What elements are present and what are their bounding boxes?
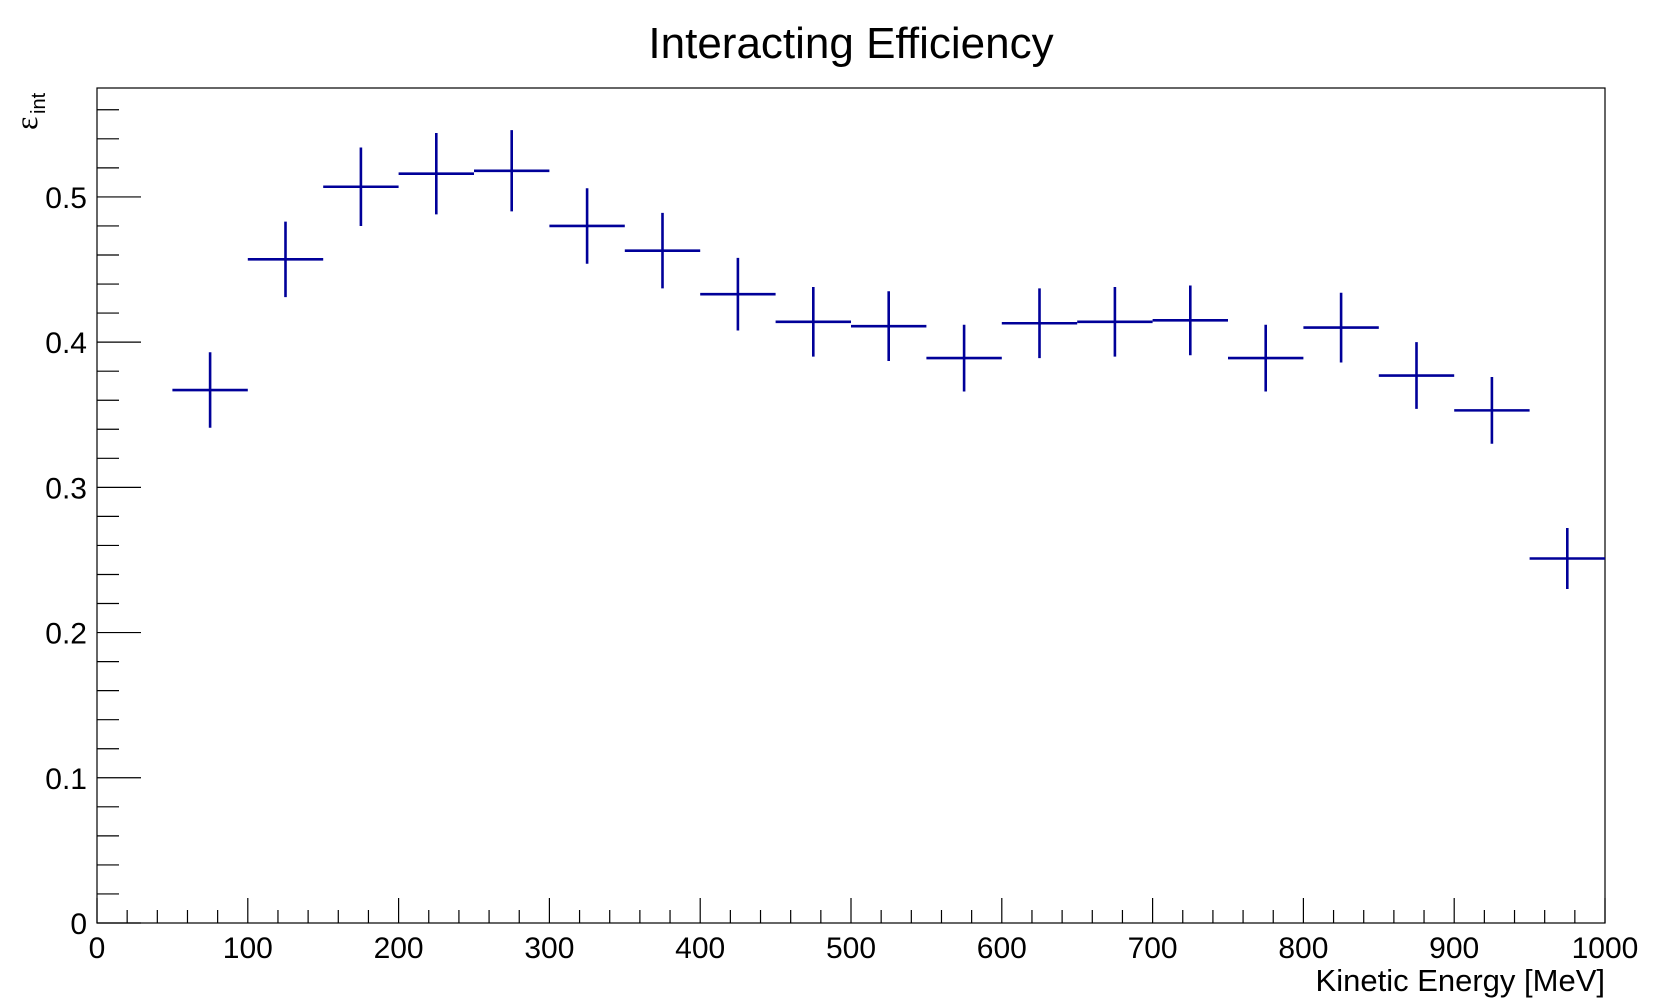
data-point xyxy=(549,188,625,264)
y-tick-label: 0.3 xyxy=(45,472,87,505)
data-point xyxy=(624,212,701,289)
data-point xyxy=(1529,528,1605,589)
data-point xyxy=(1152,285,1228,356)
y-axis-title: ε int xyxy=(8,92,50,130)
x-axis-ticks xyxy=(96,898,1606,923)
data-point xyxy=(1454,376,1530,444)
data-point xyxy=(775,286,851,357)
data-point xyxy=(851,291,927,362)
data-point xyxy=(474,130,550,212)
x-tick-label: 1000 xyxy=(1572,932,1639,965)
x-axis-title: Kinetic Energy [MeV] xyxy=(1316,963,1605,998)
y-tick-label: 0.2 xyxy=(45,618,87,651)
x-tick-label: 900 xyxy=(1429,932,1479,965)
x-axis-tick-labels: 0 100 200 300 400 500 600 700 800 900 1000 xyxy=(89,932,1639,965)
data-point xyxy=(1228,324,1304,392)
x-tick-label: 0 xyxy=(89,932,106,965)
data-point xyxy=(1378,342,1455,409)
data-point xyxy=(247,221,324,298)
y-axis-title-subscript: int xyxy=(28,92,50,114)
y-tick-label: 0.4 xyxy=(45,327,87,360)
y-axis-ticks xyxy=(97,109,141,924)
data-point xyxy=(172,352,248,428)
data-point xyxy=(323,147,399,226)
data-point xyxy=(1303,292,1379,363)
y-tick-label: 0.1 xyxy=(45,763,87,796)
y-axis-tick-labels: 0 0.1 0.2 0.3 0.4 0.5 xyxy=(45,182,87,941)
data-point xyxy=(398,133,474,215)
y-axis-title-main: ε xyxy=(8,117,44,130)
data-point xyxy=(700,257,776,331)
data-point xyxy=(1077,286,1153,357)
data-points xyxy=(172,130,1605,589)
x-tick-label: 800 xyxy=(1278,932,1328,965)
y-tick-label: 0 xyxy=(70,908,87,941)
plot-frame xyxy=(96,87,1606,924)
x-tick-label: 500 xyxy=(826,932,876,965)
data-point xyxy=(1001,288,1078,359)
x-tick-label: 200 xyxy=(374,932,424,965)
x-tick-label: 400 xyxy=(675,932,725,965)
data-point xyxy=(926,324,1002,392)
chart-title: Interacting Efficiency xyxy=(648,19,1053,68)
x-tick-label: 300 xyxy=(524,932,574,965)
x-tick-label: 100 xyxy=(223,932,273,965)
y-tick-label: 0.5 xyxy=(45,182,87,215)
x-tick-label: 700 xyxy=(1128,932,1178,965)
x-tick-label: 600 xyxy=(977,932,1027,965)
